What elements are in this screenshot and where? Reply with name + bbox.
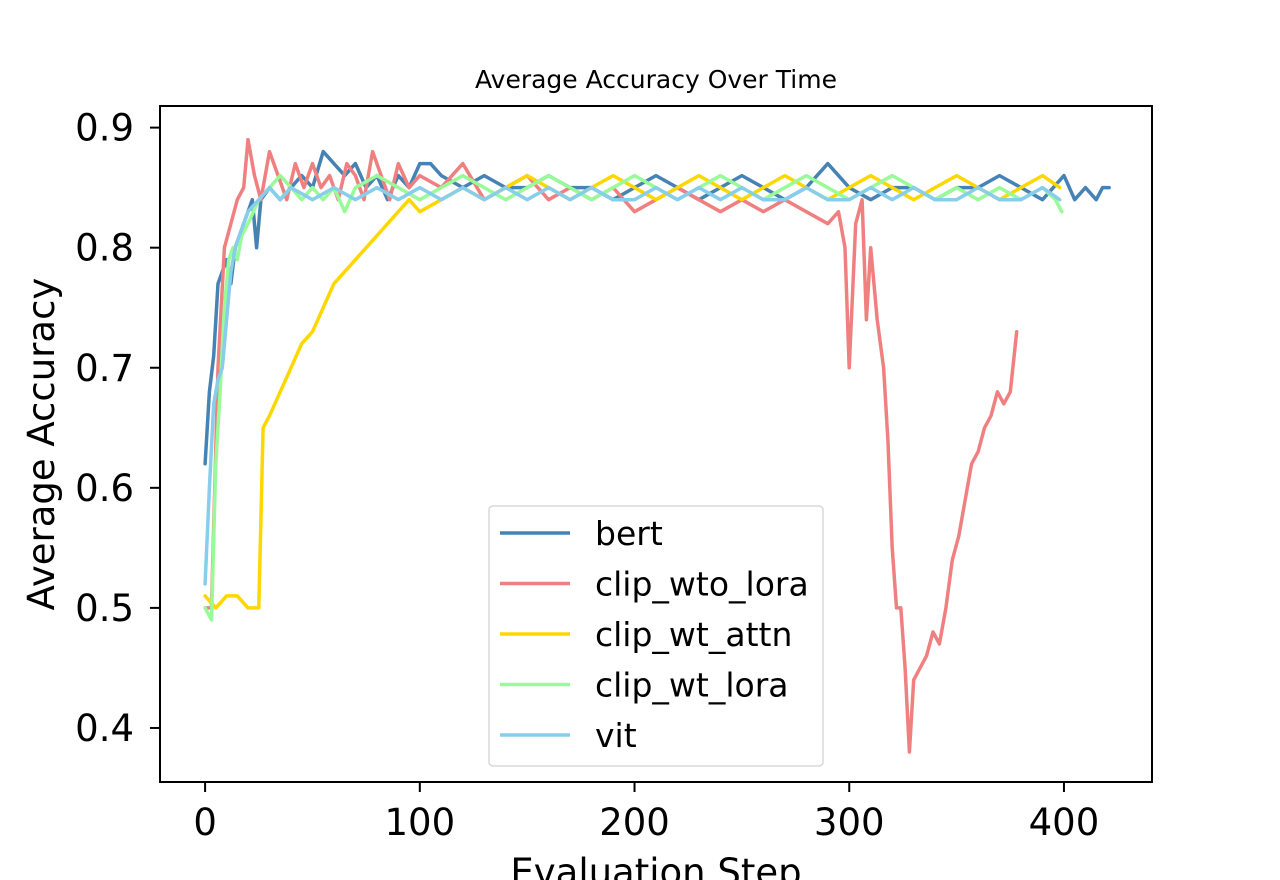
y-axis: 0.4 0.5 0.6 0.7 0.8 0.9 (75, 107, 160, 750)
y-tick-label: 0.6 (75, 467, 134, 510)
legend-label: clip_wto_lora (595, 565, 809, 604)
legend-box (488, 505, 824, 767)
y-tick-label: 0.5 (75, 587, 134, 630)
x-tick-label: 300 (814, 801, 885, 844)
x-tick-label: 200 (599, 801, 670, 844)
legend-label: vit (595, 716, 637, 755)
y-tick-label: 0.4 (75, 707, 134, 750)
x-tick-label: 400 (1029, 801, 1100, 844)
series-layer (203, 137, 1111, 754)
chart-title: Average Accuracy Over Time (475, 65, 837, 94)
x-axis: 0 100 200 300 400 (193, 782, 1099, 844)
y-tick-label: 0.8 (75, 227, 134, 270)
x-axis-label: Evaluation Step (510, 851, 801, 880)
y-axis-label: Average Accuracy (20, 278, 63, 611)
legend-label: bert (595, 514, 663, 553)
legend: bert clip_wto_lora clip_wt_attn clip_wt_lor… (488, 505, 824, 767)
y-tick-label: 0.7 (75, 347, 134, 390)
plot-frame (159, 105, 1153, 783)
x-tick-label: 100 (384, 801, 455, 844)
x-tick-label: 0 (193, 801, 217, 844)
series-line-vit (203, 185, 1062, 586)
legend-label: clip_wt_lora (595, 666, 789, 705)
legend-label: clip_wt_attn (595, 615, 792, 654)
y-tick-label: 0.9 (75, 107, 134, 150)
